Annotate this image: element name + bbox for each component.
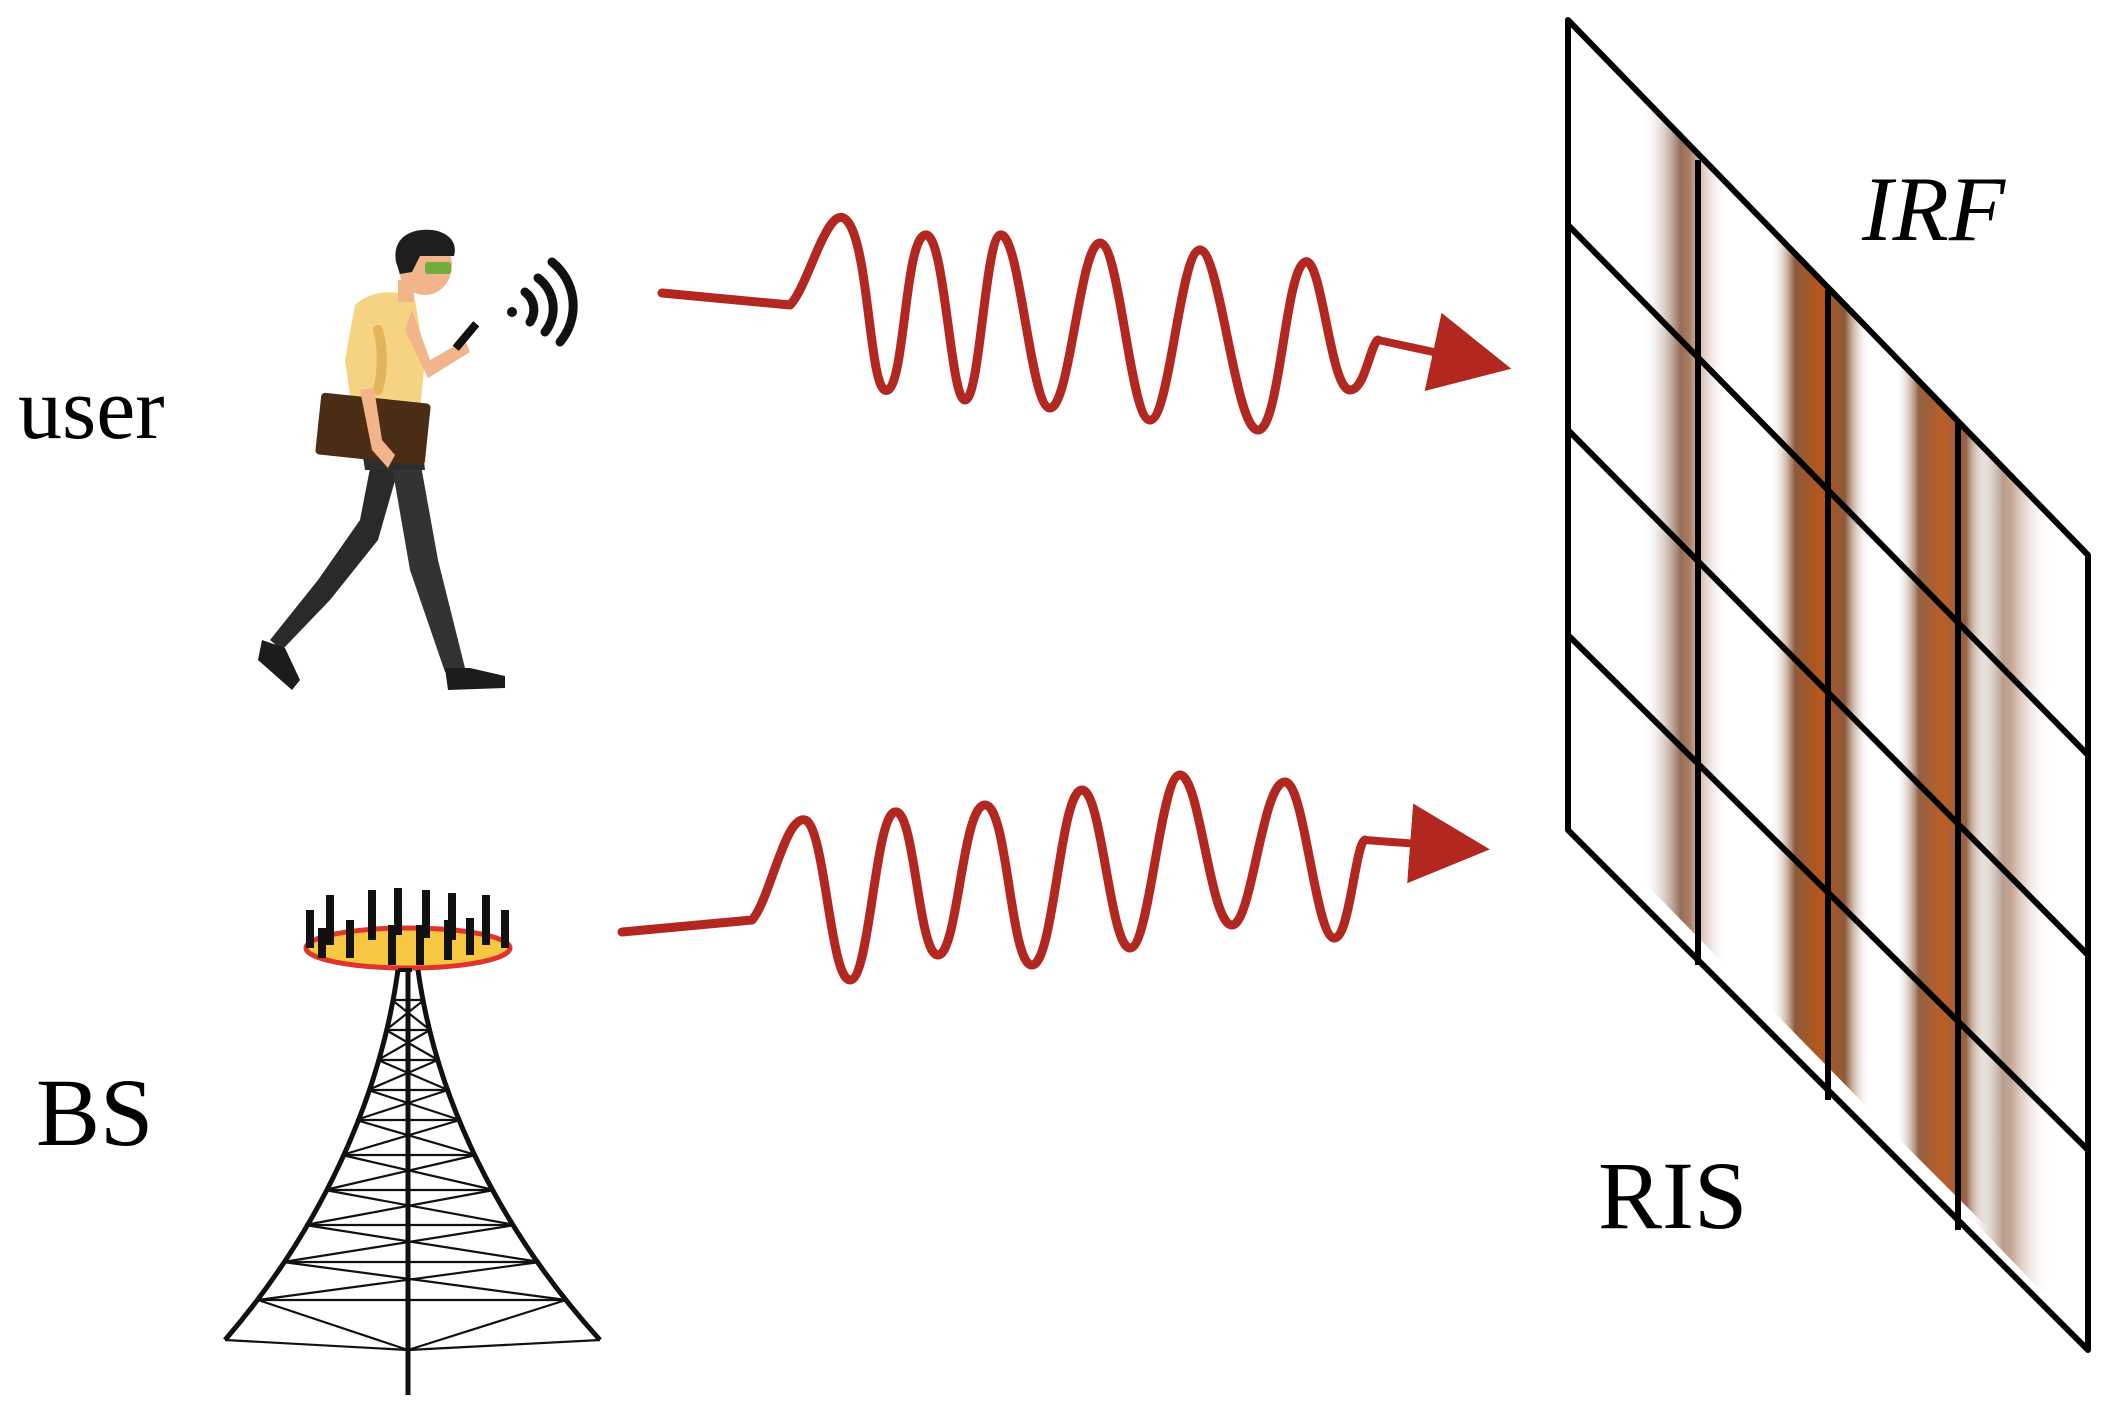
person-glasses [425, 262, 451, 274]
bs-wave-arrow [1365, 840, 1458, 847]
bs-to-ris-wave [622, 775, 1458, 980]
user-wave-oscillation [790, 217, 1378, 430]
person-back-leg [270, 458, 398, 650]
wifi-arc-1 [525, 292, 534, 322]
user-label: user [18, 361, 165, 458]
person-back-shoe [258, 640, 300, 690]
person-shirt-shadow [378, 330, 382, 390]
ris-label: RIS [1598, 1142, 1747, 1249]
antenna-disk [306, 928, 510, 968]
bs-wave-lead [622, 920, 752, 932]
bs-wave-oscillation [752, 775, 1365, 980]
person-front-shoe [445, 668, 505, 690]
irf-band-1 [1642, 95, 1728, 968]
tower-frame [225, 970, 600, 1395]
irf-bands [1642, 95, 2050, 1300]
user-to-ris-wave [662, 217, 1480, 430]
wifi-dot [507, 307, 517, 317]
irf-label: IRF [1861, 158, 2006, 260]
irf-band-4 [1965, 430, 2050, 1300]
person-front-leg [390, 455, 465, 672]
user-wave-lead [662, 293, 790, 305]
bs-label: BS [36, 1059, 153, 1166]
irf-band-2 [1770, 225, 1870, 1110]
walking-person-with-phone-icon [258, 230, 505, 690]
user-wave-arrow [1378, 340, 1480, 362]
cell-tower-icon [225, 888, 600, 1395]
wifi-arc-2 [538, 278, 553, 332]
wifi-signal-icon [507, 262, 573, 342]
